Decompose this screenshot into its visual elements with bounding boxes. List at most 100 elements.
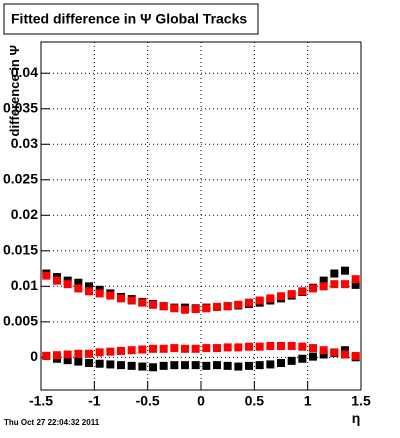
data-point	[159, 302, 168, 311]
data-point	[53, 351, 61, 360]
data-point	[223, 343, 232, 352]
data-point	[181, 344, 189, 353]
data-point	[266, 360, 275, 369]
timestamp: Thu Oct 27 22:04:32 2011	[4, 418, 100, 427]
data-point	[266, 294, 275, 303]
data-point	[74, 357, 83, 366]
x-tick-label: 1	[304, 393, 312, 409]
y-tick-label: 0.01	[11, 277, 38, 293]
data-point	[117, 294, 125, 303]
data-point	[341, 280, 349, 289]
data-point	[351, 275, 360, 284]
data-point	[266, 341, 275, 350]
y-tick-label: 0.035	[3, 99, 38, 115]
data-point	[287, 290, 296, 299]
data-point	[309, 352, 317, 361]
data-point	[223, 361, 232, 370]
data-point	[319, 276, 328, 285]
data-point	[170, 344, 179, 353]
data-point	[245, 342, 253, 351]
data-point	[255, 361, 264, 370]
data-point	[245, 298, 253, 307]
chart-title: Fitted difference in Ψ Global Tracks	[11, 11, 247, 27]
data-point	[181, 361, 189, 370]
data-point	[341, 266, 349, 275]
data-point	[213, 302, 221, 311]
data-point	[42, 351, 51, 360]
data-point	[63, 350, 72, 359]
data-point	[191, 361, 200, 370]
y-tick-label: 0.02	[11, 206, 38, 222]
data-point	[63, 356, 72, 365]
x-tick-label: -0.5	[136, 393, 160, 409]
data-point	[309, 344, 317, 353]
y-tick-label: 0	[30, 348, 38, 364]
y-tick-label: 0.025	[3, 170, 38, 186]
data-point	[191, 344, 200, 353]
data-point	[127, 296, 136, 305]
x-tick-label: 1.5	[351, 393, 371, 409]
data-point	[213, 344, 221, 353]
data-point	[42, 271, 51, 280]
plot-area: 0 0.005 0.01 0.015 0.02 0.025 0.03 0.035 0.04 -1.…	[3, 41, 371, 409]
data-point	[330, 269, 339, 278]
data-point	[149, 300, 157, 309]
data-point	[298, 287, 307, 296]
data-point	[138, 298, 147, 307]
y-tick-label: 0.03	[11, 135, 38, 151]
y-tick-label: 0.04	[11, 64, 38, 80]
data-point	[319, 350, 328, 359]
data-point	[351, 280, 360, 289]
data-point	[159, 361, 168, 370]
data-point	[245, 361, 253, 370]
data-point	[287, 356, 296, 365]
data-point	[277, 292, 285, 301]
data-point	[191, 305, 200, 314]
data-point	[95, 348, 104, 357]
data-point	[85, 359, 93, 368]
data-point	[106, 360, 115, 369]
data-point	[181, 305, 189, 314]
data-point	[63, 280, 72, 289]
data-point	[330, 348, 339, 357]
data-point	[298, 342, 307, 351]
data-point	[255, 342, 264, 351]
data-point	[341, 350, 349, 359]
data-point	[223, 302, 232, 311]
data-point	[170, 304, 179, 313]
y-tick-label: 0.015	[3, 242, 38, 258]
data-point	[127, 346, 136, 355]
data-point	[341, 346, 349, 355]
data-point	[351, 351, 360, 360]
data-point	[234, 362, 243, 371]
data-point	[85, 287, 93, 296]
data-point	[117, 346, 125, 355]
data-point	[319, 282, 328, 291]
data-point	[74, 278, 83, 287]
y-tick-label: 0.005	[3, 313, 38, 329]
data-point	[74, 349, 83, 358]
data-point	[309, 284, 317, 293]
data-point	[106, 291, 115, 300]
x-tick-label: -1	[88, 393, 101, 409]
data-point	[95, 289, 104, 298]
data-point	[127, 361, 136, 370]
data-point	[277, 341, 285, 350]
data-point	[330, 280, 339, 289]
data-point	[234, 343, 243, 352]
data-point	[149, 363, 157, 372]
data-point	[74, 284, 83, 293]
data-point	[106, 347, 115, 356]
data-point	[202, 361, 211, 370]
data-point	[287, 341, 296, 350]
title-box	[3, 3, 259, 35]
data-point	[170, 361, 179, 370]
data-point	[53, 276, 61, 285]
data-point	[85, 349, 93, 358]
data-point	[149, 344, 157, 353]
y-axis-label: difference in Ψ	[7, 45, 22, 136]
data-point	[85, 282, 93, 291]
data-point	[159, 344, 168, 353]
data-point	[138, 345, 147, 354]
